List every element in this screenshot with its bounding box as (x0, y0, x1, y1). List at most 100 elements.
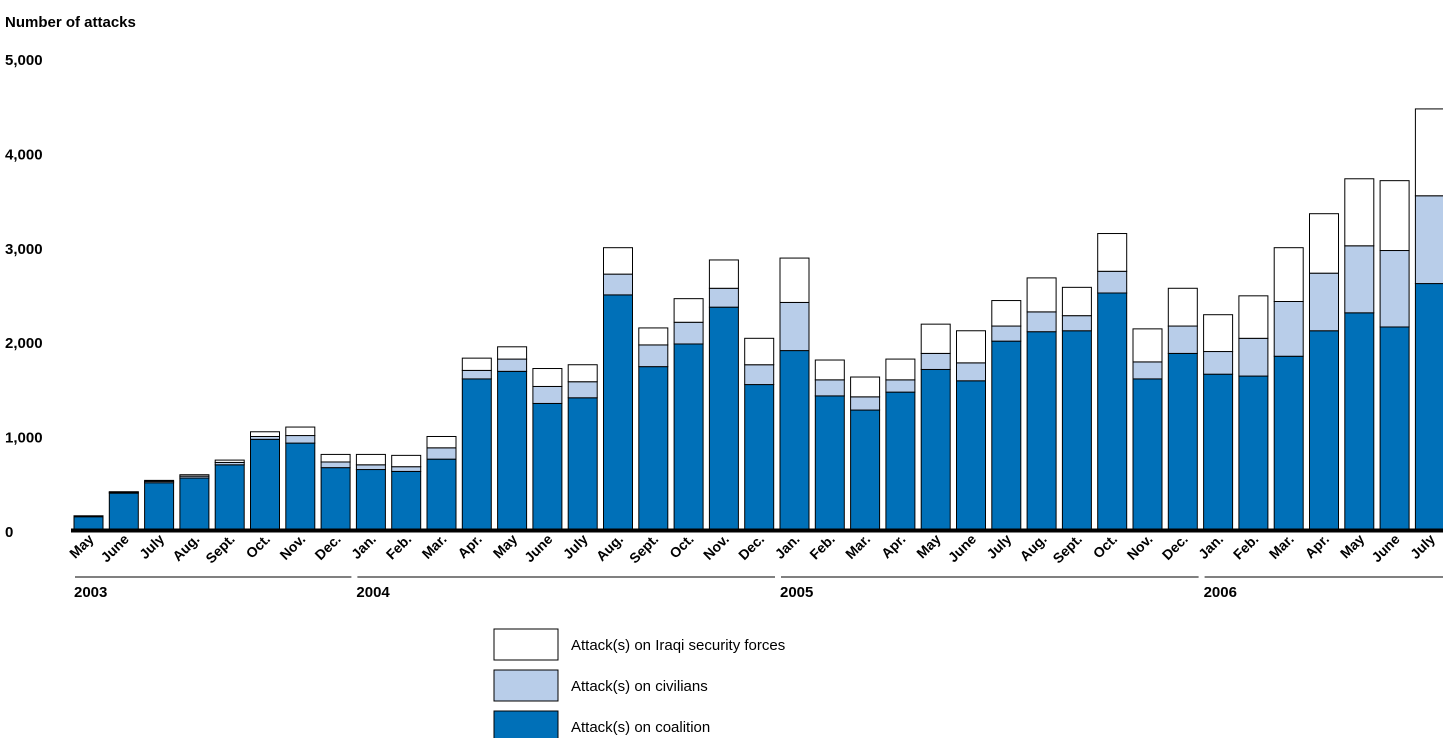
bar-segment-coalition (74, 517, 103, 529)
bar-segment-coalition (1027, 332, 1056, 529)
x-tick-label: Aug. (169, 531, 202, 564)
bar-segment-coalition (709, 307, 738, 529)
x-tick-label: Mar. (1266, 531, 1297, 562)
bar-segment-iraqi-forces (745, 338, 774, 364)
bar-segment-coalition (1062, 331, 1091, 529)
year-label: 2006 (1204, 584, 1237, 601)
bar-segment-iraqi-forces (992, 301, 1021, 326)
bar-segment-coalition (1098, 293, 1127, 529)
bar-segment-civilians (604, 274, 633, 295)
bar-segment-iraqi-forces (145, 480, 174, 481)
bar-segment-coalition (745, 385, 774, 529)
bar-segment-coalition (321, 468, 350, 529)
bar-segment-iraqi-forces (674, 299, 703, 323)
bar-segment-coalition (921, 369, 950, 529)
bar-segment-coalition (992, 341, 1021, 529)
x-tick-label: May (490, 531, 521, 562)
bar-segment-civilians (1098, 271, 1127, 293)
bar-segment-civilians (886, 380, 915, 392)
bar-segment-civilians (568, 382, 597, 398)
x-tick-label: Apr. (878, 531, 909, 562)
x-tick-label: Nov. (276, 531, 308, 563)
y-tick-label: 3,000 (5, 241, 43, 258)
x-tick-label: July (1407, 531, 1438, 562)
bar-segment-civilians (1204, 352, 1233, 375)
bar-segment-iraqi-forces (1133, 329, 1162, 362)
bar-segment-civilians (462, 370, 491, 379)
bar-segment-coalition (427, 459, 456, 529)
bar-segment-civilians (533, 386, 562, 403)
bar-segment-iraqi-forces (1168, 288, 1197, 326)
bar-segment-civilians (392, 467, 421, 472)
x-tick-label: Mar. (842, 531, 873, 562)
x-tick-label: Oct. (666, 531, 697, 562)
bar-segment-iraqi-forces (1345, 179, 1374, 246)
bar-segment-coalition (109, 493, 138, 529)
bar-segment-coalition (568, 398, 597, 529)
bar-segment-coalition (180, 478, 209, 529)
legend-swatch (494, 670, 558, 701)
y-axis-title: Number of attacks (5, 14, 136, 31)
x-tick-label: July (136, 531, 167, 562)
bar-segment-civilians (639, 345, 668, 367)
x-tick-label: Feb. (1230, 531, 1262, 563)
bar-segment-iraqi-forces (1274, 248, 1303, 302)
bar-segment-coalition (1310, 331, 1339, 529)
bar-segment-iraqi-forces (1098, 234, 1127, 272)
x-tick-label: Jan. (771, 531, 802, 562)
bar-segment-coalition (815, 396, 844, 529)
bar-segment-iraqi-forces (1310, 214, 1339, 273)
x-tick-label: June (521, 531, 556, 566)
bar-segment-coalition (1239, 376, 1268, 529)
bar-segment-coalition (462, 379, 491, 529)
bar-segment-iraqi-forces (180, 475, 209, 476)
bar-segment-coalition (1133, 379, 1162, 529)
bar-segment-civilians (745, 365, 774, 385)
bar-segment-civilians (957, 363, 986, 381)
bar-segment-civilians (1310, 273, 1339, 331)
x-tick-label: Dec. (1159, 531, 1191, 563)
bar-segment-coalition (392, 471, 421, 529)
x-tick-label: July (983, 531, 1014, 562)
bar-segment-civilians (851, 397, 880, 410)
year-label: 2004 (356, 584, 390, 601)
bar-segment-civilians (674, 322, 703, 344)
x-tick-label: Aug. (1016, 531, 1049, 564)
bar-segment-civilians (1345, 246, 1374, 313)
x-tick-label: Sept. (626, 531, 662, 567)
bar-segment-iraqi-forces (356, 454, 385, 464)
x-tick-label: June (97, 531, 132, 566)
bar-segment-iraqi-forces (604, 248, 633, 274)
bar-segment-coalition (639, 367, 668, 529)
bar-segment-iraqi-forces (251, 432, 280, 437)
bar-segment-coalition (957, 381, 986, 529)
x-tick-label: May (1337, 531, 1368, 562)
x-tick-label: June (945, 531, 980, 566)
bar-segment-civilians (286, 436, 315, 444)
bar-segment-iraqi-forces (1027, 278, 1056, 312)
bar-segment-coalition (851, 410, 880, 529)
bar-segment-civilians (321, 462, 350, 468)
bar-segment-civilians (1062, 316, 1091, 331)
bar-segment-iraqi-forces (568, 365, 597, 382)
bar-segment-coalition (674, 344, 703, 529)
x-tick-label: Apr. (454, 531, 485, 562)
bar-segment-iraqi-forces (815, 360, 844, 380)
bar-segment-civilians (1168, 326, 1197, 353)
y-tick-label: 2,000 (5, 335, 43, 352)
x-tick-label: Jan. (348, 531, 379, 562)
bar-segment-iraqi-forces (286, 427, 315, 436)
bar-segment-iraqi-forces (1204, 315, 1233, 352)
x-tick-label: July (560, 531, 591, 562)
bar-segment-coalition (533, 403, 562, 529)
bar-segment-civilians (356, 465, 385, 470)
x-tick-label: Dec. (311, 531, 343, 563)
bar-segment-iraqi-forces (462, 358, 491, 370)
x-tick-label: Nov. (1124, 531, 1156, 563)
bar-segment-civilians (1027, 312, 1056, 332)
bars-group (74, 109, 1443, 529)
bar-segment-civilians (427, 448, 456, 459)
bar-segment-coalition (215, 465, 244, 529)
x-tick-label: Dec. (735, 531, 767, 563)
